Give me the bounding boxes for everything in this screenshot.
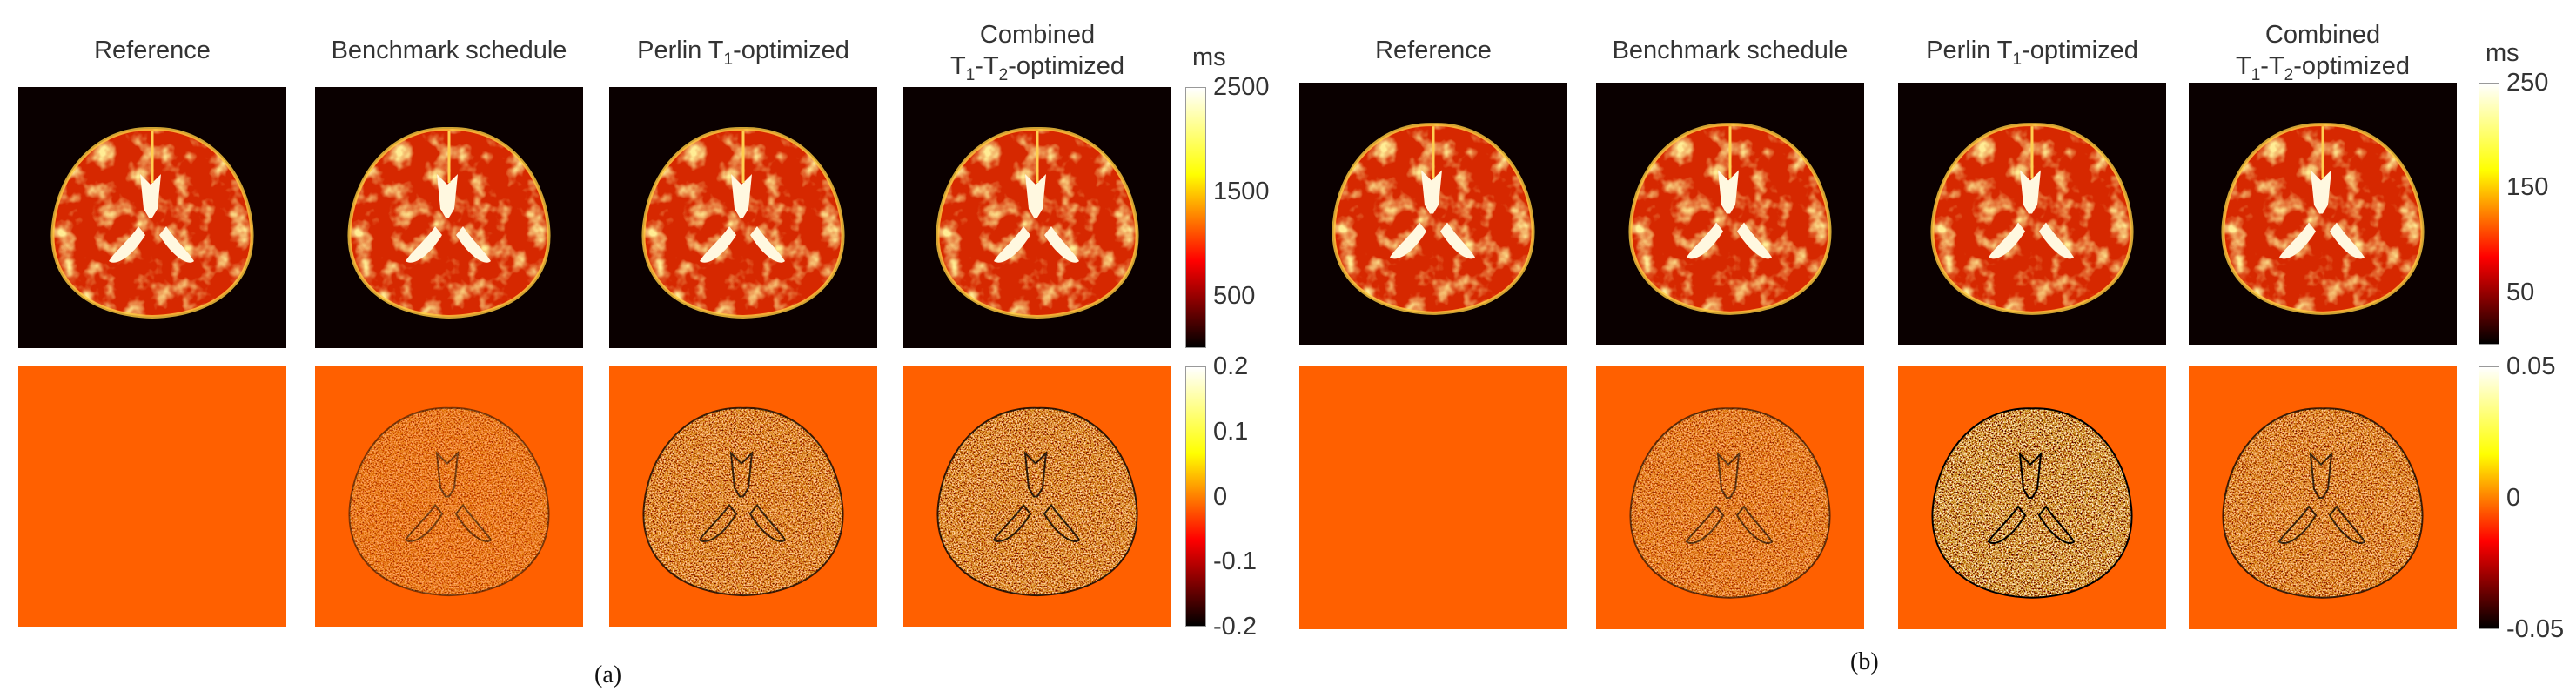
colorbar-tick-label: 0.1 [1213,417,1249,446]
title-text: 1 [2251,65,2261,84]
top-colorbar [1185,87,1206,348]
column-title: Combined T1-T2-optimized [903,19,1171,91]
colorbar-tick-label: 0 [2506,484,2521,512]
title-line: Combined [903,19,1171,50]
title-line: Combined [2189,19,2457,50]
title-text: -T [2260,52,2284,80]
colorbar-tick-label: 0.2 [1213,352,1249,380]
colorbar-tick-label: 1500 [1213,178,1270,205]
colorbar-tick-label: 500 [1213,282,1256,310]
title-text: 1 [723,50,734,69]
column-title: Combined T1-T2-optimized [2189,19,2457,91]
map-image [18,87,286,348]
title-text: 2 [2284,65,2294,84]
difference-image [903,366,1171,627]
panel-label: (a) [594,661,622,688]
map-image [903,87,1171,348]
column-title: Benchmark schedule [315,35,583,66]
colorbar-tick-label: 0 [1213,482,1228,511]
colorbar-tick-label: -0.1 [1213,547,1257,576]
title-text: T [949,52,966,80]
title-text: Combined [979,21,1096,49]
column-title: Perlin T1-optimized [609,35,877,76]
map-image [2189,83,2457,345]
colorbar-unit: ms [2485,39,2519,67]
difference-image [609,366,877,627]
title-text: 2 [998,65,1009,84]
title-text: -optimized [2293,52,2411,80]
map-image [315,87,583,348]
title-line: T1-T2-optimized [2189,50,2457,91]
title-text: Perlin T [637,37,724,64]
colorbar-tick-label: 0.05 [2506,352,2556,380]
bottom-colorbar [1185,366,1206,627]
colorbar-tick-label: -0.05 [2506,615,2565,643]
title-text: T [2235,52,2251,80]
difference-image [315,366,583,627]
title-text: Perlin T [1926,37,2013,64]
difference-image [2189,366,2457,629]
title-text: Combined [2264,21,2381,49]
map-image [609,87,877,348]
title-text: 1 [2012,50,2023,69]
bottom-colorbar [2479,366,2499,629]
colorbar-tick-label: -0.2 [1213,613,1257,641]
colorbar-unit: ms [1192,44,1226,71]
difference-image [18,366,286,627]
colorbar-tick-label: 150 [2506,173,2549,202]
column-title: Perlin T1-optimized [1898,35,2166,76]
title-text: 1 [965,65,976,84]
colorbar-tick-label: 50 [2506,278,2535,306]
title-text: -optimized [733,37,849,64]
title-text: -optimized [2022,37,2138,64]
difference-image [1596,366,1864,629]
title-text: -optimized [1008,52,1125,80]
title-text: -T [975,52,999,80]
title-text: Benchmark schedule [1612,37,1848,64]
colorbar-tick-label: 250 [2506,69,2549,97]
panel-label: (b) [1850,648,1879,675]
title-text: Reference [94,37,211,64]
map-image [1596,83,1864,345]
title-line: T1-T2-optimized [903,50,1171,91]
column-title: Benchmark schedule [1596,35,1864,66]
column-title: Reference [18,35,286,66]
map-image [1898,83,2166,345]
difference-image [1299,366,1567,629]
title-text: Benchmark schedule [331,37,567,64]
column-title: Reference [1299,35,1567,66]
top-colorbar [2479,83,2499,345]
map-image [1299,83,1567,345]
title-text: Reference [1375,37,1492,64]
colorbar-tick-label: 2500 [1213,73,1270,101]
difference-image [1898,366,2166,629]
